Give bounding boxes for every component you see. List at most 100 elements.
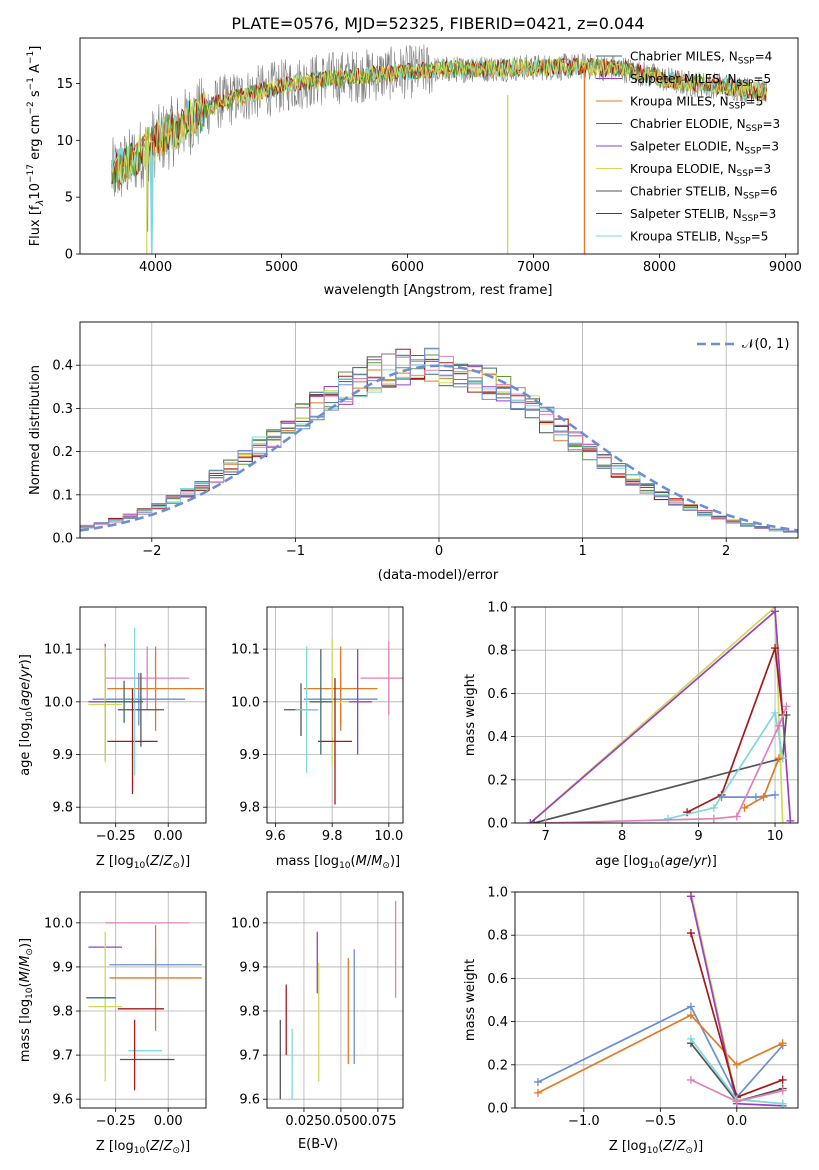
tick-label-y: 0 — [65, 248, 73, 263]
tick-label-x: −1.0 — [568, 1114, 600, 1129]
weight-marker — [686, 1034, 695, 1043]
weight-marker — [709, 803, 718, 812]
tick-label-y: 0.6 — [487, 687, 508, 702]
tick-label-y: 10.0 — [231, 916, 260, 931]
spectrum-ylabel: Flux [fλ10−17 erg cm−2 s−1 A−1] — [26, 46, 46, 247]
plot-area — [533, 892, 787, 1108]
tick-label-y: 0.0 — [487, 817, 508, 832]
tick-label-y: 1.0 — [487, 886, 508, 901]
tick-label-x: 0.00 — [154, 829, 183, 844]
tick-label-x: 8 — [618, 829, 626, 844]
weight-series-line — [744, 757, 780, 809]
weight-series-line — [686, 647, 784, 813]
tick-label-x: 6000 — [391, 260, 424, 275]
plot-area — [80, 347, 798, 538]
tick-label-x: 0.075 — [359, 1114, 396, 1129]
tick-label-y: 0.0 — [487, 1102, 508, 1117]
weight-vs-metallicity-panel: −1.0 −0.5 0.0 0.0 0.2 0.4 0.6 0.8 1.0 — [487, 886, 799, 1129]
weight-marker — [709, 814, 718, 823]
weight-marker — [778, 1039, 787, 1048]
axes-frame — [79, 891, 207, 1109]
tick-label-y: 9.8 — [239, 1005, 260, 1020]
weight-marker — [686, 1011, 695, 1020]
weight-vs-age-panel: 7 8 9 10 0.0 0.2 0.4 0.6 0.8 1.0 — [487, 601, 799, 844]
spectrum-model-line — [110, 55, 768, 254]
tick-label-x: 4000 — [139, 260, 172, 275]
tick-label-y: 0.2 — [487, 1058, 508, 1073]
plot-area — [284, 638, 403, 805]
legend-entry: Kroupa ELODIE, NSSP=3 — [630, 162, 771, 179]
tick-label-y: 0.2 — [52, 445, 73, 460]
age-vs-metallicity-panel: −0.25 0.00 9.8 9.9 10.0 10.1 — [44, 606, 207, 844]
tick-label-x: −1 — [286, 544, 305, 559]
weight-marker — [786, 816, 795, 823]
axes-frame — [79, 321, 799, 539]
weight-marker — [778, 1086, 787, 1095]
weight-series-line — [533, 714, 788, 823]
legend-entry: Kroupa MILES, NSSP=5 — [630, 95, 763, 112]
legend-entry: 𝒩(0, 1) — [742, 337, 789, 352]
weight-marker — [759, 793, 768, 802]
axes-frame — [79, 37, 799, 255]
tick-label-y: 9.9 — [239, 748, 260, 763]
tick-label-x: 0.0 — [726, 1114, 747, 1129]
weight-series-line — [537, 1014, 784, 1094]
spectrum-panel: 4000 5000 6000 7000 8000 9000 0 5 10 15 Chabrier M… — [56, 37, 802, 275]
spectrum-drop-orange — [581, 67, 586, 254]
plot-area — [86, 922, 202, 1091]
weight-marker — [732, 1097, 741, 1106]
wAge-xlabel: age [log10(age/yr)] — [595, 854, 717, 871]
tick-label-y: 0.8 — [487, 644, 508, 659]
tick-label-y: 9.8 — [52, 1005, 73, 1020]
tick-label-x: −0.25 — [96, 1114, 136, 1129]
legend-entry: Chabrier ELODIE, NSSP=3 — [630, 117, 780, 134]
tick-label-y: 9.9 — [52, 748, 73, 763]
weight-marker — [771, 790, 780, 799]
tick-label-y: 0.2 — [487, 773, 508, 788]
spectrum-xlabel: wavelength [Angstrom, rest frame] — [324, 283, 553, 298]
tick-label-x: 2 — [722, 544, 730, 559]
tick-label-y: 15 — [56, 77, 73, 92]
plot-area — [110, 44, 768, 254]
tick-label-y: 0.1 — [52, 488, 73, 503]
tick-label-x: 0 — [435, 544, 443, 559]
tick-label-y: 0.0 — [52, 532, 73, 547]
tick-label-y: 0.8 — [487, 929, 508, 944]
tick-label-x: 8000 — [643, 260, 676, 275]
mZ-xlabel: Z [log10(Z/Z⊙)] — [96, 1139, 190, 1156]
legend-entry: Salpeter MILES, NSSP=5 — [630, 72, 771, 89]
figure-title: PLATE=0576, MJD=52325, FIBERID=0421, z=0… — [231, 14, 644, 33]
axes-frame — [266, 891, 404, 1109]
axes-frame — [514, 606, 799, 824]
tick-label-x: 10 — [767, 829, 784, 844]
tick-label-y: 10.1 — [231, 643, 260, 658]
tick-label-y: 9.7 — [239, 1049, 260, 1064]
weight-series-line — [529, 609, 792, 823]
weight-series-line — [537, 1005, 784, 1099]
weight-marker — [751, 793, 760, 802]
tick-label-y: 9.6 — [52, 1093, 73, 1108]
tick-label-x: 5000 — [265, 260, 298, 275]
mZ-ylabel: mass [log10(M/M⊙)] — [18, 938, 35, 1062]
axes-frame — [266, 606, 404, 824]
tick-label-x: −0.5 — [645, 1114, 677, 1129]
legend-entry: Kroupa STELIB, NSSP=5 — [630, 230, 768, 247]
tick-label-x: −2 — [142, 544, 161, 559]
weight-marker — [533, 1088, 542, 1097]
plot-area — [526, 607, 795, 823]
tick-label-y: 10.0 — [44, 695, 73, 710]
ageZ-xlabel: Z [log10(Z/Z⊙)] — [96, 854, 190, 871]
tick-label-y: 9.8 — [239, 801, 260, 816]
tick-label-y: 0.4 — [52, 359, 73, 374]
wAge-ylabel: mass weight — [463, 674, 478, 756]
tick-label-x: 10.0 — [374, 829, 403, 844]
tick-label-x: 9 — [694, 829, 702, 844]
tick-label-x: −0.25 — [96, 829, 136, 844]
tick-label-y: 0.6 — [487, 972, 508, 987]
axes-frame — [79, 606, 207, 824]
tick-label-y: 0.3 — [52, 402, 73, 417]
weight-marker — [530, 819, 539, 823]
weight-marker — [663, 814, 672, 823]
tick-label-y: 9.6 — [239, 1093, 260, 1108]
tick-label-x: 0.050 — [322, 1114, 359, 1129]
